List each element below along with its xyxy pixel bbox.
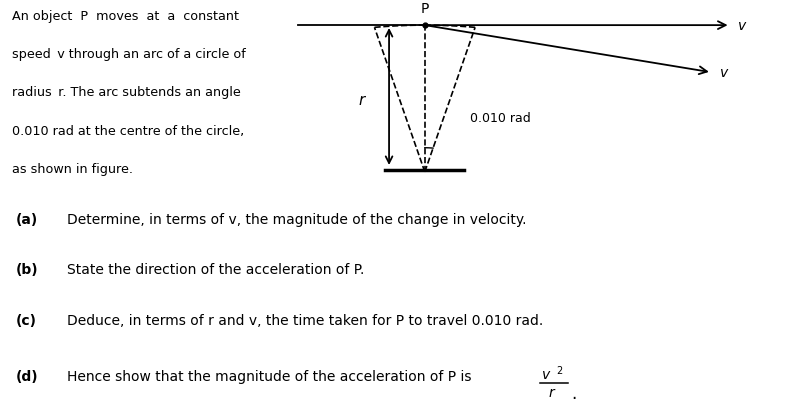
Text: v: v xyxy=(542,367,549,381)
Text: 0.010 rad: 0.010 rad xyxy=(470,112,531,125)
Text: r: r xyxy=(358,93,364,108)
Text: Deduce, in terms of r and v, the time taken for P to travel 0.010 rad.: Deduce, in terms of r and v, the time ta… xyxy=(67,313,544,327)
Text: 0.010 rad at the centre of the circle,: 0.010 rad at the centre of the circle, xyxy=(12,124,245,137)
Text: r: r xyxy=(549,385,554,399)
Text: speed  v through an arc of a circle of: speed v through an arc of a circle of xyxy=(12,48,245,61)
Text: as shown in figure.: as shown in figure. xyxy=(12,162,133,175)
Text: State the direction of the acceleration of P.: State the direction of the acceleration … xyxy=(67,263,365,277)
Text: v: v xyxy=(719,66,728,80)
Text: (d): (d) xyxy=(16,369,38,383)
Text: Hence show that the magnitude of the acceleration of P is: Hence show that the magnitude of the acc… xyxy=(67,369,472,383)
Text: (c): (c) xyxy=(16,313,37,327)
Text: .: . xyxy=(571,384,576,401)
Text: Determine, in terms of v, the magnitude of the change in velocity.: Determine, in terms of v, the magnitude … xyxy=(67,213,527,227)
Text: (b): (b) xyxy=(16,263,38,277)
Text: 2: 2 xyxy=(556,365,562,375)
Text: v: v xyxy=(738,19,746,33)
Text: radius  r. The arc subtends an angle: radius r. The arc subtends an angle xyxy=(12,86,241,99)
Text: (a): (a) xyxy=(16,213,38,227)
Text: P: P xyxy=(421,2,429,16)
Text: An object  P  moves  at  a  constant: An object P moves at a constant xyxy=(12,10,239,23)
